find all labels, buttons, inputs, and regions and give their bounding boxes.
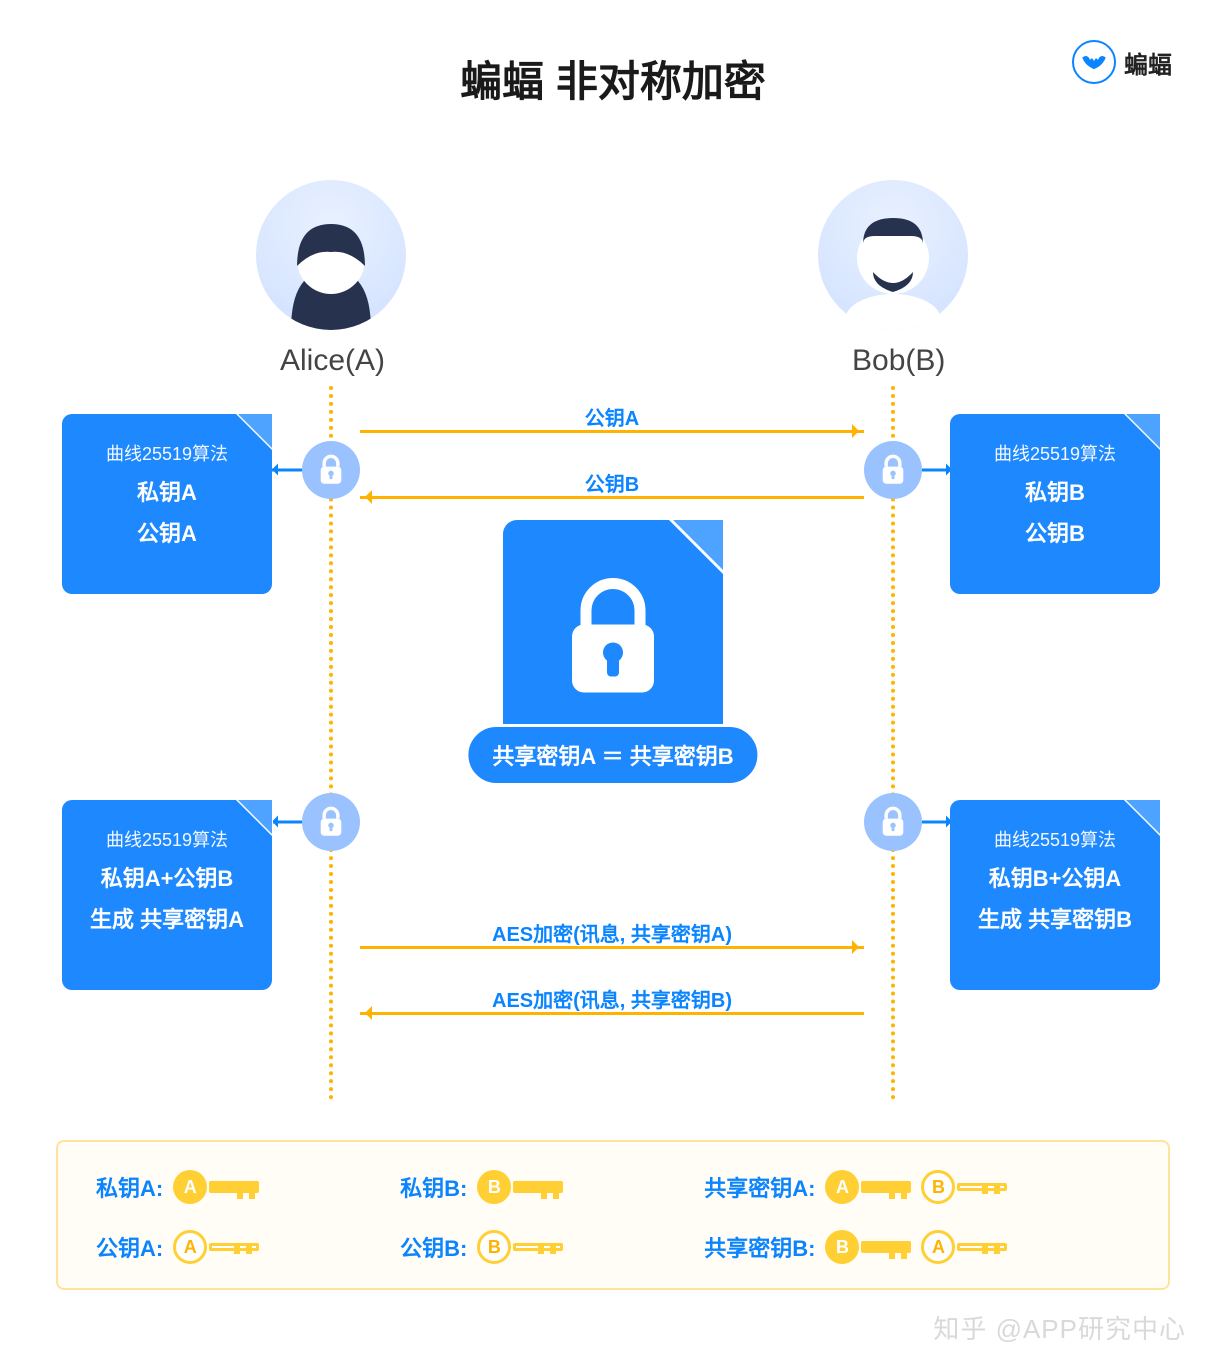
card-row: 生成 共享密钥B xyxy=(968,903,1142,936)
connector-arrow-icon xyxy=(268,821,302,824)
avatar-alice xyxy=(256,180,406,330)
key-icon: B xyxy=(477,1170,563,1204)
card-algo: 曲线25519算法 xyxy=(968,440,1142,466)
legend-label: 共享密钥B: xyxy=(704,1231,815,1263)
card-algo: 曲线25519算法 xyxy=(968,826,1142,852)
key-icon: A xyxy=(173,1230,259,1264)
legend: 私钥A:A私钥B:B共享密钥A:AB公钥A:A公钥B:B共享密钥B:BA xyxy=(56,1140,1170,1290)
center-shared-key-file: 共享密钥A ＝ 共享密钥B xyxy=(503,520,723,780)
legend-item: 公钥A: A xyxy=(96,1230,400,1264)
card-row: 私钥B+公钥A xyxy=(968,862,1142,895)
connector-arrow-icon xyxy=(268,469,302,472)
legend-item: 公钥B: B xyxy=(400,1230,704,1264)
lock-node-icon xyxy=(864,793,922,851)
watermark-text: 知乎 @APP研究中心 xyxy=(933,1309,1186,1346)
bat-logo-icon xyxy=(1072,40,1116,84)
brand-text: 蝙蝠 xyxy=(1124,45,1172,80)
exchange-label: AES加密(讯息, 共享密钥B) xyxy=(492,984,732,1013)
avatar-bob-label: Bob(B) xyxy=(852,344,945,378)
card-algo: 曲线25519算法 xyxy=(80,440,254,466)
legend-item: 私钥B: B xyxy=(400,1170,704,1204)
brand-badge: 蝙蝠 xyxy=(1072,40,1172,84)
legend-label: 私钥B: xyxy=(400,1171,467,1203)
card-bob-shared: 曲线25519算法 私钥B+公钥A 生成 共享密钥B xyxy=(950,800,1160,990)
diagram-stage: 蝙蝠 非对称加密 蝙蝠 Alice(A) Bob(B) xyxy=(0,0,1226,1366)
key-icon: B xyxy=(825,1230,911,1264)
legend-label: 共享密钥A: xyxy=(704,1171,815,1203)
legend-label: 公钥A: xyxy=(96,1231,163,1263)
key-icon: A xyxy=(825,1170,911,1204)
lock-node-icon xyxy=(302,793,360,851)
legend-label: 公钥B: xyxy=(400,1231,467,1263)
card-row: 私钥A xyxy=(80,476,254,509)
card-row: 生成 共享密钥A xyxy=(80,903,254,936)
exchange-arrow: 公钥A xyxy=(360,430,864,433)
exchange-label: AES加密(讯息, 共享密钥A) xyxy=(492,918,732,947)
legend-item: 私钥A: A xyxy=(96,1170,400,1204)
center-caption: 共享密钥A ＝ 共享密钥B xyxy=(465,724,760,786)
lock-icon xyxy=(558,572,668,707)
avatar-alice-label: Alice(A) xyxy=(280,344,385,378)
card-alice-keys: 曲线25519算法 私钥A 公钥A xyxy=(62,414,272,594)
avatar-bob xyxy=(818,180,968,330)
card-bob-keys: 曲线25519算法 私钥B 公钥B xyxy=(950,414,1160,594)
card-alice-shared: 曲线25519算法 私钥A+公钥B 生成 共享密钥A xyxy=(62,800,272,990)
lock-node-icon xyxy=(302,441,360,499)
key-icon: A xyxy=(921,1230,1007,1264)
legend-item: 共享密钥A: AB xyxy=(704,1170,1130,1204)
exchange-arrow: AES加密(讯息, 共享密钥B) xyxy=(360,1012,864,1015)
key-icon: B xyxy=(921,1170,1007,1204)
card-row: 私钥B xyxy=(968,476,1142,509)
card-row: 公钥B xyxy=(968,517,1142,550)
lock-node-icon xyxy=(864,441,922,499)
legend-item: 共享密钥B: BA xyxy=(704,1230,1130,1264)
exchange-label: 公钥B xyxy=(585,468,639,497)
key-icon: B xyxy=(477,1230,563,1264)
page-title: 蝙蝠 非对称加密 xyxy=(0,0,1226,109)
card-row: 公钥A xyxy=(80,517,254,550)
card-row: 私钥A+公钥B xyxy=(80,862,254,895)
legend-label: 私钥A: xyxy=(96,1171,163,1203)
card-algo: 曲线25519算法 xyxy=(80,826,254,852)
exchange-arrow: 公钥B xyxy=(360,496,864,499)
key-icon: A xyxy=(173,1170,259,1204)
exchange-label: 公钥A xyxy=(585,402,639,431)
exchange-arrow: AES加密(讯息, 共享密钥A) xyxy=(360,946,864,949)
